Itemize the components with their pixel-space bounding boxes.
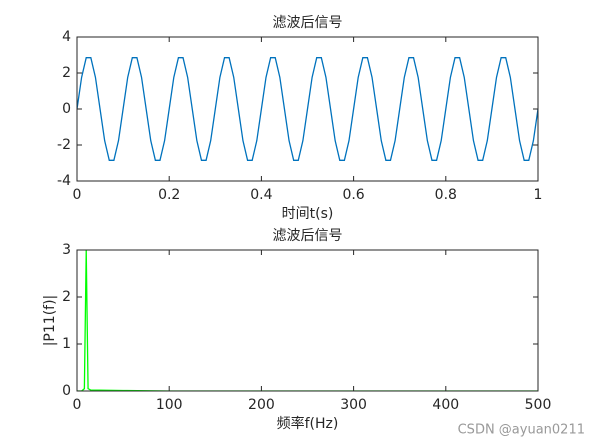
x-tick-label: 0.6	[342, 187, 364, 203]
x-tick-label: 200	[248, 397, 275, 413]
x-tick-label: 0.4	[250, 187, 272, 203]
axes-box	[76, 249, 539, 392]
x-tick-label: 0	[73, 397, 82, 413]
x-tick-label: 100	[156, 397, 183, 413]
y-axis-label: |P11(f)|	[42, 295, 58, 347]
x-tick-label: 300	[340, 397, 367, 413]
axes-title: 滤波后信号	[273, 228, 343, 244]
y-tick-label: 2	[62, 65, 71, 81]
x-tick-label: 1	[534, 187, 543, 203]
y-tick-label: -2	[57, 137, 71, 153]
axes-background	[77, 250, 538, 391]
x-axis-label: 频率f(Hz)	[277, 415, 339, 432]
y-tick-label: 1	[62, 336, 71, 352]
x-axis-label: 时间t(s)	[282, 206, 334, 222]
y-tick-label: 0	[62, 101, 71, 117]
watermark: CSDN @ayuan0211	[458, 423, 585, 438]
data-line	[77, 57, 538, 161]
x-tick-label: 400	[432, 397, 459, 413]
y-tick-label: 2	[62, 289, 71, 305]
y-tick-label: 4	[62, 29, 71, 45]
x-tick-label: 0.8	[435, 187, 457, 203]
axes-title: 滤波后信号	[273, 15, 343, 31]
y-tick-label: 0	[62, 383, 71, 399]
x-tick-label: 500	[525, 397, 552, 413]
y-tick-label: 3	[62, 242, 71, 258]
x-tick-label: 0	[73, 187, 82, 203]
y-tick-label: -4	[57, 173, 71, 189]
x-tick-label: 0.2	[158, 187, 180, 203]
